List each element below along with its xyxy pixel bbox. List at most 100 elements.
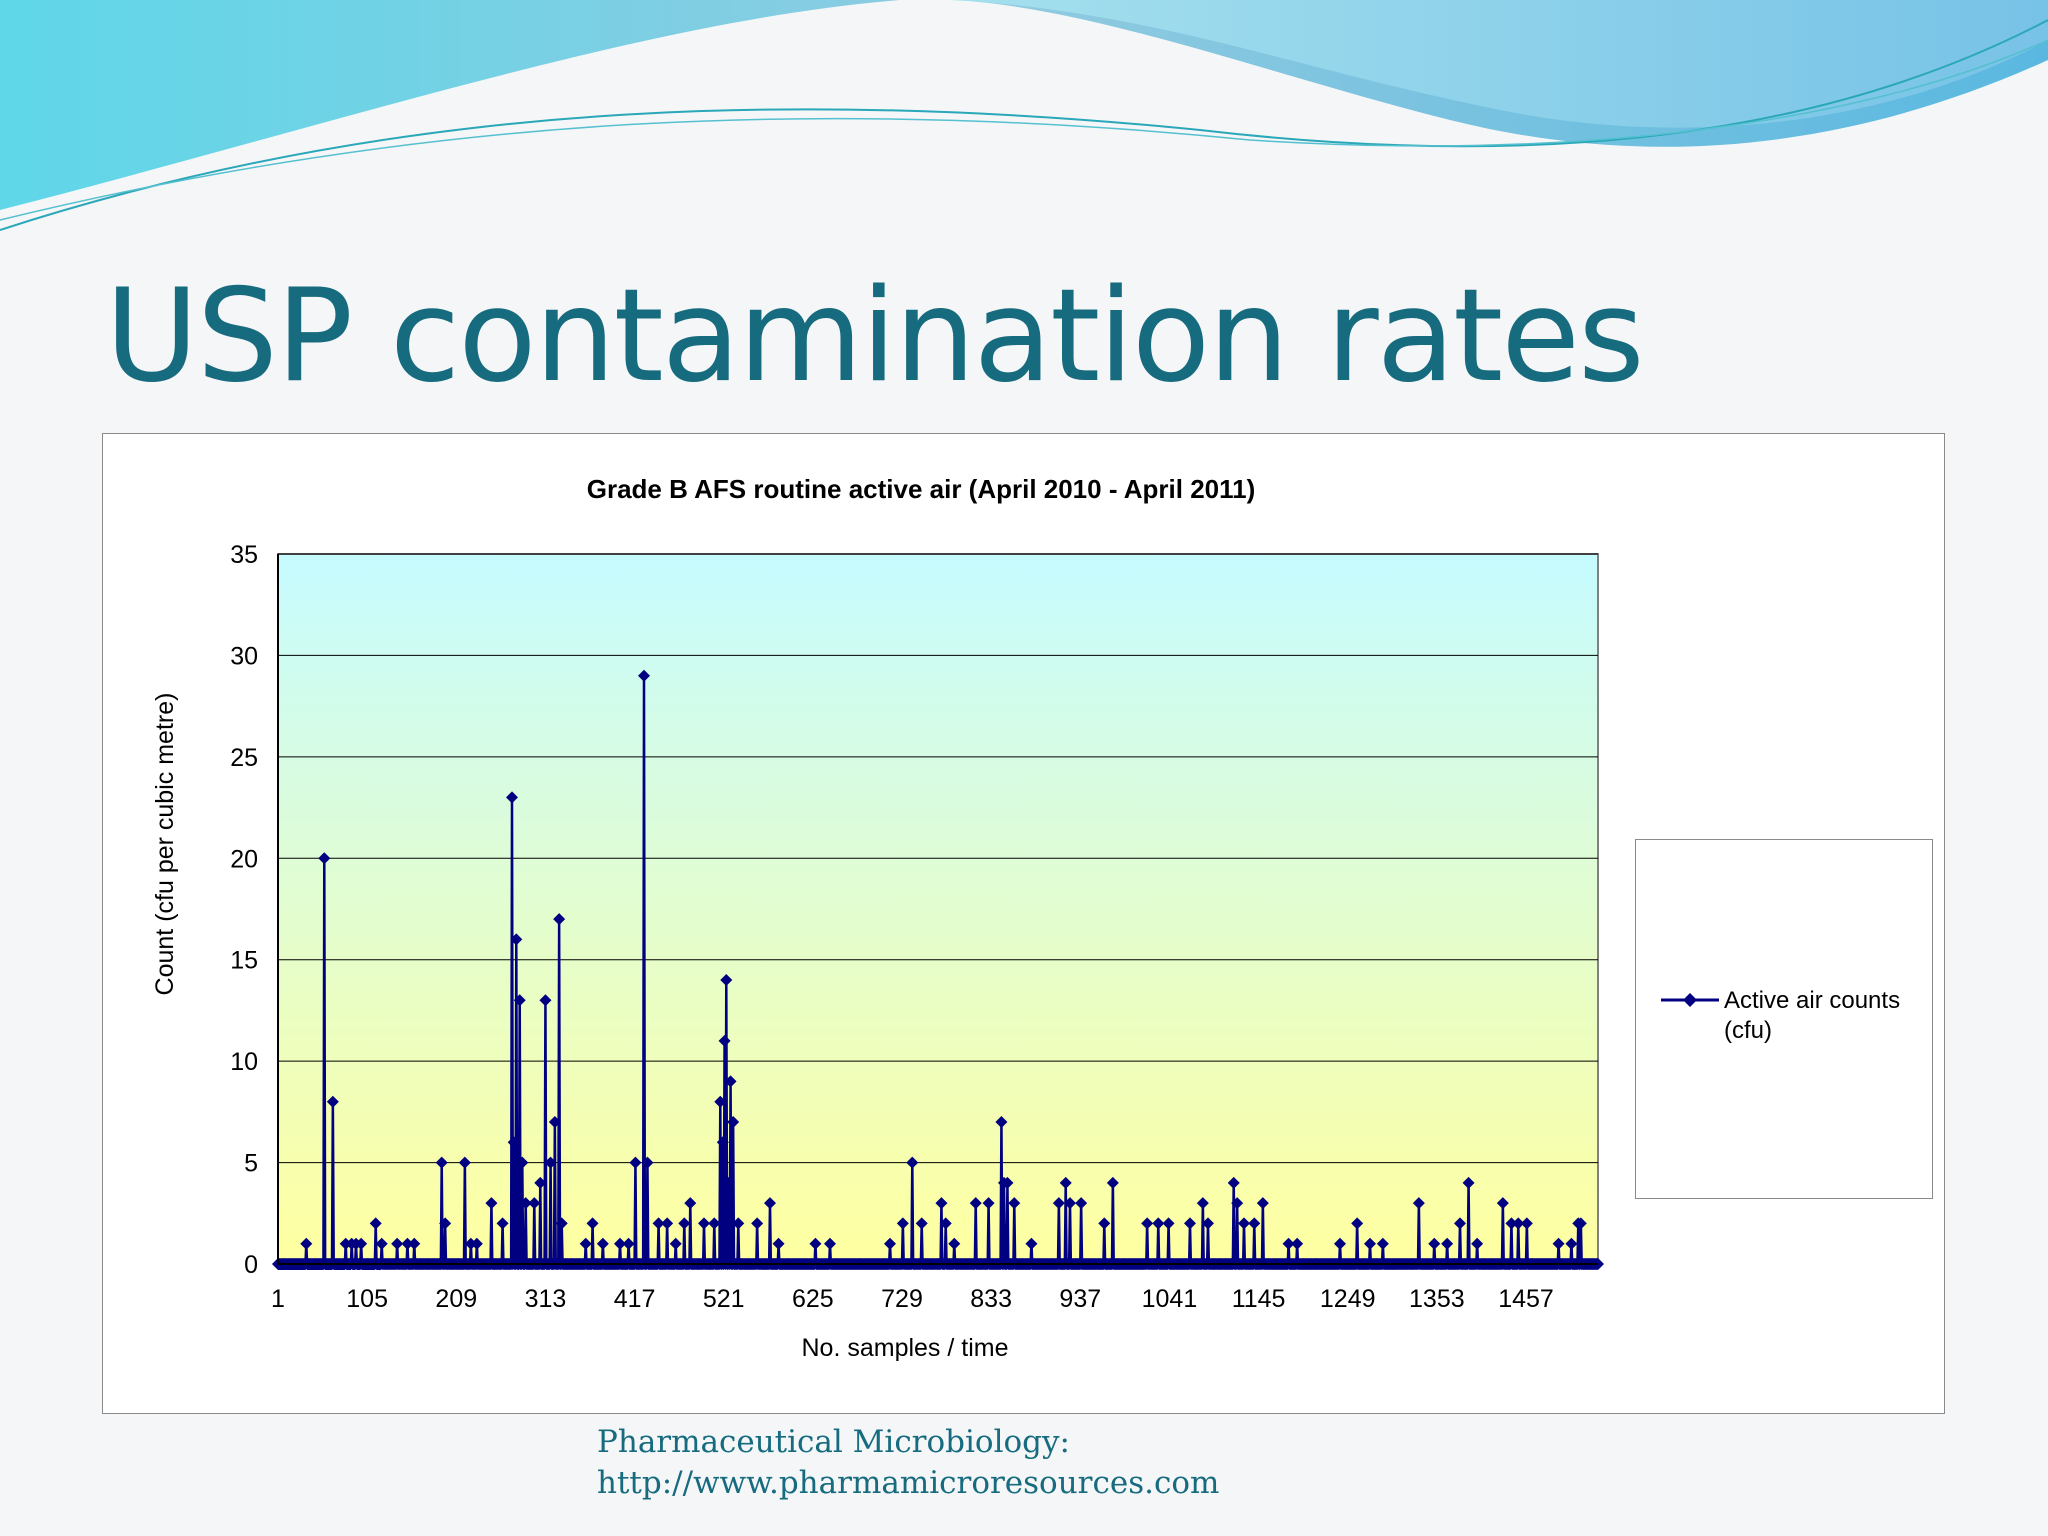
x-tick-label: 209: [435, 1285, 477, 1313]
y-tick-label: 0: [244, 1251, 258, 1279]
data-point: [809, 1237, 822, 1250]
data-point: [318, 852, 331, 865]
x-tick-label: 1145: [1232, 1285, 1286, 1313]
data-point: [622, 1237, 635, 1250]
data-point: [1231, 1197, 1244, 1210]
data-point: [1512, 1217, 1525, 1230]
slide-title: USP contamination rates: [105, 262, 1645, 411]
data-point: [391, 1237, 404, 1250]
data-point: [1462, 1176, 1475, 1189]
data-point: [544, 1156, 557, 1169]
data-point: [326, 1095, 339, 1108]
x-tick-label: 729: [881, 1285, 923, 1313]
data-point: [506, 791, 518, 804]
data-point: [1574, 1217, 1587, 1230]
x-tick-label: 937: [1059, 1285, 1101, 1313]
x-tick-label: 1: [271, 1285, 285, 1313]
x-tick-label: 1457: [1498, 1285, 1554, 1313]
data-point: [1001, 1176, 1014, 1189]
data-point: [528, 1197, 541, 1210]
data-point: [1227, 1176, 1240, 1189]
data-point: [1141, 1217, 1154, 1230]
data-point: [824, 1237, 836, 1250]
data-point: [485, 1197, 498, 1210]
data-point: [1064, 1197, 1076, 1210]
data-point: [596, 1237, 609, 1250]
data-point: [1376, 1237, 1389, 1250]
data-point: [1052, 1197, 1065, 1210]
x-tick-label: 833: [970, 1285, 1012, 1313]
data-point: [727, 1116, 740, 1128]
data-point: [1025, 1237, 1038, 1250]
data-point: [638, 669, 650, 682]
y-axis-label: Count (cfu per cubic metre): [151, 693, 179, 996]
x-axis-label: No. samples / time: [801, 1334, 1008, 1362]
y-tick-label: 15: [230, 947, 258, 975]
data-point: [1552, 1237, 1565, 1250]
data-point: [458, 1156, 471, 1169]
data-point: [724, 1075, 737, 1088]
data-point: [375, 1237, 388, 1250]
series-active-air-counts: [272, 669, 1604, 1270]
chart: Grade B AFS routine active air (April 20…: [151, 474, 1604, 1362]
data-point: [896, 1217, 909, 1230]
data-point: [355, 1237, 368, 1250]
data-point: [1196, 1197, 1209, 1210]
y-axis-tick-labels: 0 5 10 15 20 25 30 35: [230, 541, 258, 1279]
data-point: [300, 1237, 313, 1250]
data-point: [906, 1156, 919, 1169]
chart-title: Grade B AFS routine active air (April 20…: [587, 474, 1256, 504]
data-point: [1291, 1237, 1304, 1250]
data-point: [439, 1217, 452, 1230]
y-tick-label: 25: [230, 744, 258, 772]
data-point: [1351, 1217, 1364, 1230]
data-point: [1282, 1237, 1295, 1250]
data-point: [772, 1237, 785, 1250]
data-point: [496, 1217, 509, 1230]
data-point: [1008, 1197, 1021, 1210]
data-point: [1496, 1197, 1509, 1210]
data-point: [1152, 1217, 1165, 1230]
data-point: [652, 1217, 665, 1230]
data-point: [720, 974, 733, 986]
data-point: [1520, 1217, 1533, 1230]
data-point: [1075, 1197, 1088, 1210]
data-point: [369, 1217, 382, 1230]
x-tick-label: 313: [525, 1285, 567, 1313]
data-point: [507, 1136, 520, 1149]
data-point: [678, 1217, 691, 1230]
data-point: [408, 1237, 421, 1250]
data-point: [935, 1197, 948, 1210]
data-point: [1098, 1217, 1111, 1230]
data-point: [1471, 1237, 1484, 1250]
data-point: [401, 1237, 414, 1250]
data-point: [553, 913, 566, 926]
data-point: [1106, 1176, 1119, 1189]
y-tick-label: 30: [230, 642, 258, 670]
decorative-wave-banner: [0, 0, 2048, 231]
data-point: [1565, 1237, 1578, 1250]
x-tick-label: 1353: [1409, 1285, 1465, 1313]
data-point: [534, 1176, 547, 1189]
data-point: [513, 994, 526, 1007]
data-point: [1238, 1217, 1250, 1230]
data-point: [539, 994, 552, 1007]
data-point: [764, 1197, 776, 1210]
plot-area: [277, 553, 1599, 1265]
x-tick-label: 1249: [1320, 1285, 1376, 1313]
x-tick-label: 521: [703, 1285, 745, 1313]
data-point: [1364, 1237, 1376, 1250]
x-tick-label: 105: [346, 1285, 388, 1313]
legend-series-marker: [1661, 993, 1719, 1007]
data-point: [716, 1136, 729, 1149]
footer-url-link[interactable]: http://www.pharmamicroresources.com: [597, 1465, 1220, 1501]
data-point: [1162, 1217, 1175, 1230]
data-point: [555, 1217, 568, 1230]
data-point: [948, 1237, 961, 1250]
data-point: [718, 1034, 731, 1047]
data-point: [884, 1237, 896, 1250]
data-point: [995, 1116, 1008, 1128]
chart-legend: Active air counts (cfu): [1635, 839, 1933, 1199]
y-tick-label: 20: [230, 845, 258, 873]
data-point: [641, 1156, 654, 1169]
